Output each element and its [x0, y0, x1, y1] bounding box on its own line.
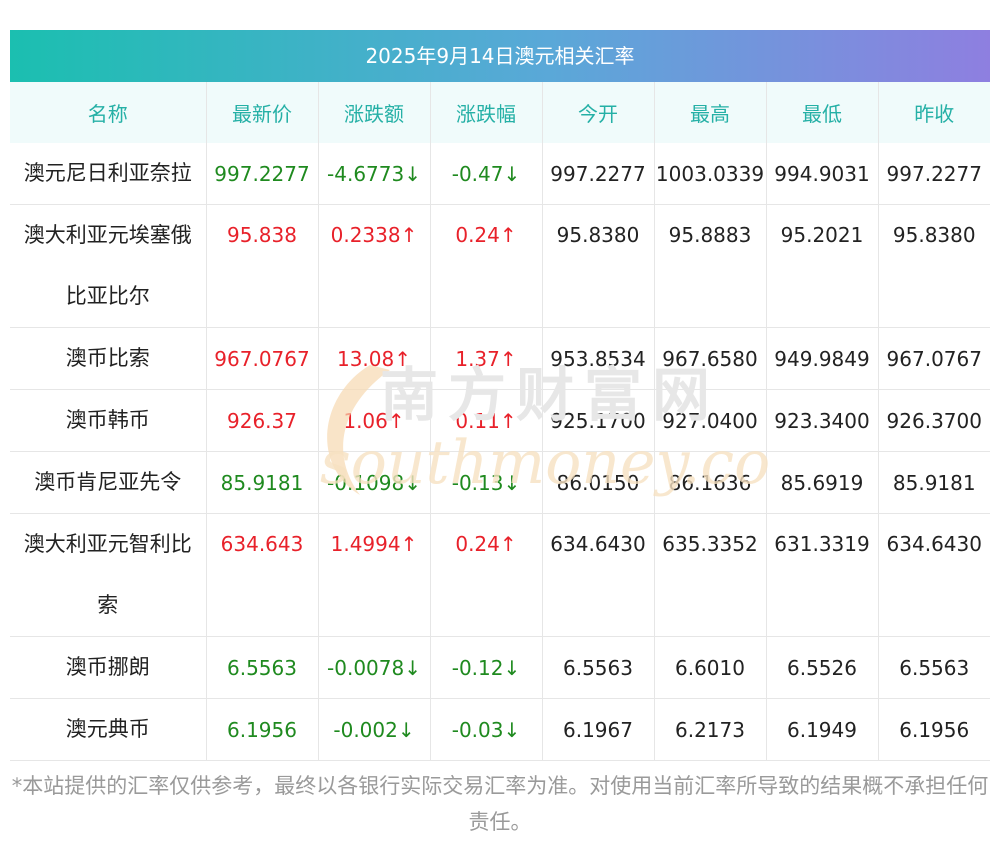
cell-high: 1003.0339 [654, 143, 767, 205]
currency-pair-name: 澳元典币 [10, 698, 207, 761]
header-change: 涨跌额 [318, 82, 431, 143]
cell-low: 95.2021 [766, 204, 879, 328]
header-open: 今开 [542, 82, 655, 143]
cell-low: 949.9849 [766, 327, 879, 390]
currency-pair-name: 澳币比索 [10, 327, 207, 390]
header-high: 最高 [654, 82, 767, 143]
cell-high: 6.6010 [654, 636, 767, 699]
currency-pair-name: 澳大利亚元智利比索 [10, 513, 207, 637]
cell-high: 967.6580 [654, 327, 767, 390]
cell-pct: 0.24↑ [430, 204, 543, 328]
cell-open: 925.1700 [542, 389, 655, 452]
cell-prev: 997.2277 [878, 143, 990, 205]
table-row: 澳大利亚元埃塞俄 比亚比尔 95.838 0.2338↑ 0.24↑ 95.8380 95.… [10, 204, 990, 328]
table-row: 澳币挪朗 6.5563 -0.0078↓ -0.12↓ 6.5563 6.6010 6.55… [10, 636, 990, 699]
cell-prev: 926.3700 [878, 389, 990, 452]
currency-pair-name: 澳大利亚元埃塞俄 比亚比尔 [10, 204, 207, 328]
cell-change: 1.06↑ [318, 389, 431, 452]
table-title: 2025年9月14日澳元相关汇率 [10, 30, 990, 82]
cell-prev: 6.1956 [878, 698, 990, 761]
cell-low: 631.3319 [766, 513, 879, 637]
cell-change: -0.0078↓ [318, 636, 431, 699]
cell-high: 635.3352 [654, 513, 767, 637]
disclaimer-text: *本站提供的汇率仅供参考，最终以各银行实际交易汇率为准。对使用当前汇率所导致的结… [11, 774, 989, 834]
cell-low: 6.5526 [766, 636, 879, 699]
table-row: 澳币肯尼亚先令 85.9181 -0.1098↓ -0.13↓ 86.0150 86.16… [10, 451, 990, 514]
cell-pct: 1.37↑ [430, 327, 543, 390]
currency-pair-name: 澳币挪朗 [10, 636, 207, 699]
cell-change: 0.2338↑ [318, 204, 431, 328]
header-pct: 涨跌幅 [430, 82, 543, 143]
cell-latest: 95.838 [206, 204, 319, 328]
table-row: 澳元典币 6.1956 -0.002↓ -0.03↓ 6.1967 6.2173 6.194… [10, 698, 990, 761]
cell-open: 86.0150 [542, 451, 655, 514]
cell-open: 95.8380 [542, 204, 655, 328]
cell-open: 953.8534 [542, 327, 655, 390]
cell-high: 6.2173 [654, 698, 767, 761]
cell-low: 923.3400 [766, 389, 879, 452]
cell-change: 1.4994↑ [318, 513, 431, 637]
cell-open: 6.1967 [542, 698, 655, 761]
cell-change: -0.002↓ [318, 698, 431, 761]
cell-pct: -0.03↓ [430, 698, 543, 761]
cell-high: 86.1636 [654, 451, 767, 514]
cell-prev: 95.8380 [878, 204, 990, 328]
cell-open: 997.2277 [542, 143, 655, 205]
cell-change: -0.1098↓ [318, 451, 431, 514]
currency-pair-name: 澳币肯尼亚先令 [10, 451, 207, 514]
cell-latest: 967.0767 [206, 327, 319, 390]
header-low: 最低 [766, 82, 879, 143]
cell-prev: 634.6430 [878, 513, 990, 637]
rate-table: 名称 最新价 涨跌额 涨跌幅 今开 最高 最低 昨收 澳元尼日利亚奈拉 997.2… [10, 82, 990, 761]
header-row: 名称 最新价 涨跌额 涨跌幅 今开 最高 最低 昨收 [10, 82, 990, 143]
cell-pct: 0.11↑ [430, 389, 543, 452]
cell-open: 634.6430 [542, 513, 655, 637]
currency-pair-name: 澳币韩币 [10, 389, 207, 452]
cell-latest: 997.2277 [206, 143, 319, 205]
table-row: 澳币比索 967.0767 13.08↑ 1.37↑ 953.8534 967.6580 9… [10, 327, 990, 390]
cell-prev: 967.0767 [878, 327, 990, 390]
cell-prev: 85.9181 [878, 451, 990, 514]
cell-change: 13.08↑ [318, 327, 431, 390]
cell-low: 994.9031 [766, 143, 879, 205]
header-prev: 昨收 [878, 82, 990, 143]
cell-pct: -0.12↓ [430, 636, 543, 699]
cell-open: 6.5563 [542, 636, 655, 699]
cell-low: 85.6919 [766, 451, 879, 514]
cell-pct: 0.24↑ [430, 513, 543, 637]
cell-pct: -0.13↓ [430, 451, 543, 514]
table-row: 澳元尼日利亚奈拉 997.2277 -4.6773↓ -0.47↓ 997.2277 10… [10, 143, 990, 205]
table-body: 澳元尼日利亚奈拉 997.2277 -4.6773↓ -0.47↓ 997.2277 10… [10, 143, 990, 761]
table-row: 澳币韩币 926.37 1.06↑ 0.11↑ 925.1700 927.0400 923.… [10, 389, 990, 452]
cell-pct: -0.47↓ [430, 143, 543, 205]
table-row: 澳大利亚元智利比索 634.643 1.4994↑ 0.24↑ 634.6430 635.… [10, 513, 990, 637]
cell-latest: 634.643 [206, 513, 319, 637]
header-latest: 最新价 [206, 82, 319, 143]
cell-latest: 926.37 [206, 389, 319, 452]
cell-high: 95.8883 [654, 204, 767, 328]
cell-high: 927.0400 [654, 389, 767, 452]
cell-low: 6.1949 [766, 698, 879, 761]
cell-change: -4.6773↓ [318, 143, 431, 205]
currency-pair-name: 澳元尼日利亚奈拉 [10, 143, 207, 205]
header-name: 名称 [10, 82, 207, 143]
rate-table-container: 2025年9月14日澳元相关汇率 名称 最新价 涨跌额 涨跌幅 今开 最高 最低… [10, 30, 990, 761]
cell-latest: 6.1956 [206, 698, 319, 761]
cell-latest: 85.9181 [206, 451, 319, 514]
cell-latest: 6.5563 [206, 636, 319, 699]
cell-prev: 6.5563 [878, 636, 990, 699]
